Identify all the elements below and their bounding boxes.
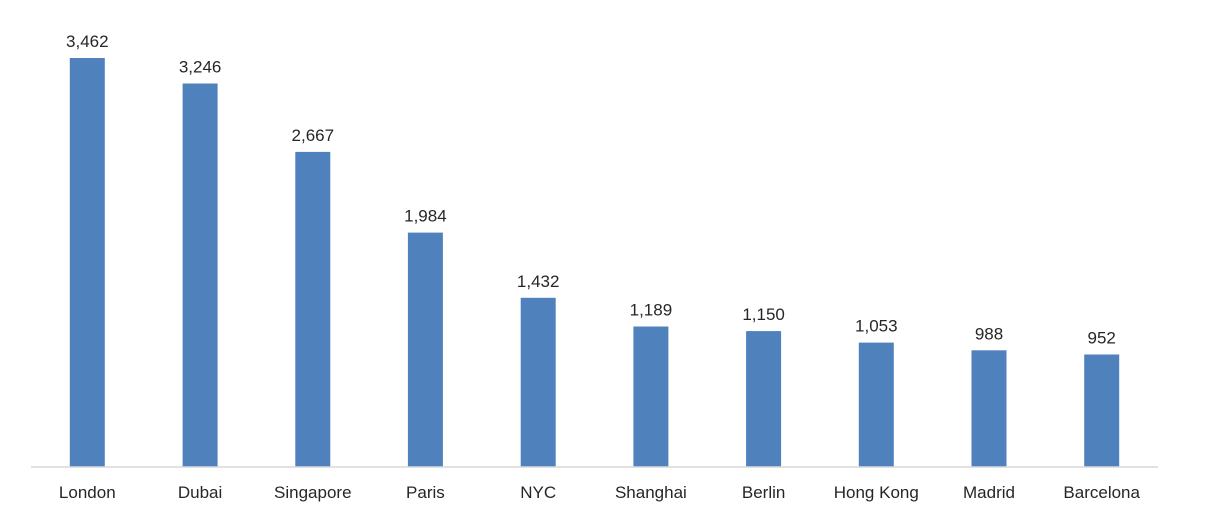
value-label: 1,150 bbox=[742, 305, 785, 324]
category-label: Berlin bbox=[742, 483, 785, 502]
bar-singapore bbox=[295, 151, 331, 467]
value-label: 1,984 bbox=[404, 207, 447, 226]
bars-group bbox=[69, 58, 1120, 467]
bar-berlin bbox=[746, 331, 782, 467]
value-label: 1,189 bbox=[630, 301, 673, 320]
value-label: 3,462 bbox=[66, 32, 109, 51]
category-label: Madrid bbox=[963, 483, 1015, 502]
category-label: Shanghai bbox=[615, 483, 687, 502]
bar-paris bbox=[407, 232, 443, 467]
bar-nyc bbox=[520, 297, 556, 467]
value-label: 952 bbox=[1088, 329, 1116, 348]
category-label: Dubai bbox=[178, 483, 222, 502]
category-label: Barcelona bbox=[1063, 483, 1140, 502]
value-labels-group: 3,462 3,246 2,667 1,984 1,432 1,189 1,150 1,053… bbox=[66, 32, 1116, 348]
bar-madrid bbox=[971, 350, 1007, 467]
category-labels-group: London Dubai Singapore Paris NYC Shanghai Berl… bbox=[59, 483, 1141, 502]
bar-dubai bbox=[182, 83, 218, 467]
bar-barcelona bbox=[1084, 354, 1120, 467]
value-label: 3,246 bbox=[179, 58, 222, 77]
value-label: 2,667 bbox=[292, 126, 335, 145]
bar-shanghai bbox=[633, 326, 669, 467]
category-label: NYC bbox=[520, 483, 556, 502]
category-label: Singapore bbox=[274, 483, 352, 502]
bar-london bbox=[69, 58, 105, 467]
bar-hong-kong bbox=[858, 342, 894, 467]
value-label: 988 bbox=[975, 324, 1003, 343]
category-label: London bbox=[59, 483, 116, 502]
value-label: 1,053 bbox=[855, 317, 898, 336]
value-label: 1,432 bbox=[517, 272, 560, 291]
category-label: Paris bbox=[406, 483, 445, 502]
category-label: Hong Kong bbox=[834, 483, 919, 502]
